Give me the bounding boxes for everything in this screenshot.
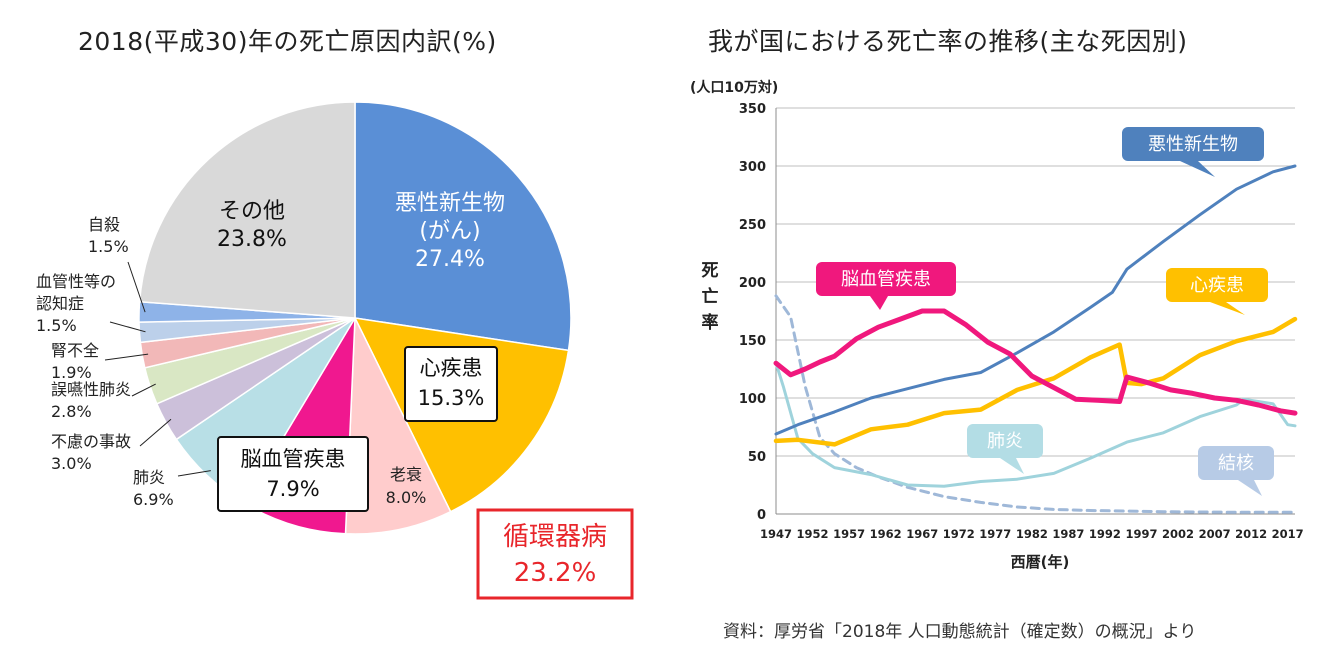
pie-leader-5: [139, 418, 172, 447]
pie-label-value-10: 23.8%: [217, 227, 287, 252]
pie-label-name-3: 脳血管疾患: [241, 447, 346, 471]
x-tick-1962: 1962: [870, 527, 902, 541]
y-axis-label-2: 率: [702, 312, 719, 333]
callout-box-4: [1198, 446, 1274, 480]
circulatory-group-value: 23.2%: [514, 558, 597, 588]
x-tick-1952: 1952: [797, 527, 829, 541]
x-tick-2002: 2002: [1162, 527, 1194, 541]
pie-label-sub-0: (がん): [419, 219, 480, 244]
y-tick-150: 150: [739, 334, 766, 349]
pie-label-name-7: 腎不全: [51, 341, 99, 360]
pie-label-name-1: 心疾患: [420, 356, 483, 380]
pie-slice-2: [344, 317, 452, 535]
callout-text-3: 肺炎: [987, 431, 1023, 452]
x-tick-2007: 2007: [1199, 527, 1231, 541]
pie-leader-6: [131, 383, 156, 397]
pie-slice-10: [138, 101, 356, 319]
x-tick-1997: 1997: [1125, 527, 1157, 541]
series-line-2: [773, 308, 1298, 416]
x-axis-label: 西暦(年): [1011, 553, 1070, 571]
source-note: 資料：厚労省「2018年 人口動態統計（確定数）の概況」より: [723, 622, 1197, 642]
pie-slice-0: [354, 101, 572, 352]
callout-text-0: 悪性新生物: [1148, 134, 1238, 155]
pie-label-name-0: 悪性新生物: [395, 191, 505, 216]
x-tick-1992: 1992: [1089, 527, 1121, 541]
y-tick-50: 50: [748, 450, 766, 465]
callout-text-4: 結核: [1218, 453, 1254, 474]
pie-label-value-0: 27.4%: [415, 247, 485, 272]
callout-text-2: 心疾患: [1190, 275, 1244, 296]
callout-box-2: [1166, 268, 1268, 302]
y-tick-200: 200: [739, 276, 766, 291]
x-tick-1967: 1967: [906, 527, 938, 541]
x-tick-1987: 1987: [1052, 527, 1084, 541]
y-tick-100: 100: [739, 392, 766, 407]
pie-label-value-8: 1.5%: [36, 316, 77, 335]
series-line-1: [773, 316, 1298, 447]
pie-label-name-8: 血管性等の: [36, 272, 116, 291]
callout-box-1: [816, 262, 956, 296]
pie-label-name-10: その他: [219, 199, 285, 224]
pie-label-box-3: [217, 436, 369, 512]
x-tick-1972: 1972: [943, 527, 975, 541]
pie-label-value-3: 7.9%: [266, 477, 319, 501]
pie-label-value-5: 3.0%: [51, 454, 92, 473]
pie-label-name-4: 肺炎: [133, 468, 165, 487]
callout-pointer-3: [1000, 458, 1024, 474]
pie-label-name-5: 不慮の事故: [51, 432, 131, 451]
pie-label-name-2: 老衰: [390, 465, 422, 484]
line-chart-title: 我が国における死亡率の推移(主な死因別): [708, 27, 1188, 56]
pie-leader-9: [127, 261, 146, 313]
pie-label-box-1: [404, 346, 498, 422]
x-tick-1957: 1957: [833, 527, 865, 541]
pie-leader-7: [104, 353, 149, 361]
pie-label-value-9: 1.5%: [88, 237, 129, 256]
x-tick-1982: 1982: [1016, 527, 1048, 541]
pie-label-value-1: 15.3%: [418, 386, 485, 410]
x-tick-1977: 1977: [979, 527, 1011, 541]
y-tick-350: 350: [739, 102, 766, 117]
y-tick-0: 0: [757, 508, 766, 523]
y-axis-label-0: 死: [702, 261, 719, 281]
y-tick-250: 250: [739, 218, 766, 233]
callout-pointer-0: [1180, 161, 1215, 177]
circulatory-group-name: 循環器病: [503, 522, 607, 552]
callout-pointer-2: [1210, 302, 1245, 315]
pie-leader-8: [109, 321, 146, 333]
y-axis-label-1: 亡: [702, 286, 719, 307]
circulatory-group-box: [476, 508, 634, 600]
y-tick-300: 300: [739, 160, 766, 175]
pie-label-name-8-1: 認知症: [36, 294, 84, 313]
callout-box-0: [1122, 127, 1264, 161]
pie-label-name-9: 自殺: [88, 215, 120, 234]
series-line-4: [774, 294, 1297, 514]
callout-pointer-4: [1238, 480, 1262, 496]
x-tick-1947: 1947: [760, 527, 792, 541]
callout-text-1: 脳血管疾患: [841, 269, 931, 290]
pie-chart-title: 2018(平成30)年の死亡原因内訳(%): [78, 27, 497, 56]
pie-label-name-6: 誤嚥性肺炎: [51, 380, 131, 399]
x-tick-2012: 2012: [1235, 527, 1267, 541]
pie-label-value-7: 1.9%: [51, 363, 92, 382]
pie-label-value-6: 2.8%: [51, 402, 92, 421]
pie-label-value-4: 6.9%: [133, 490, 174, 509]
callout-box-3: [967, 424, 1043, 458]
pie-leader-4: [177, 470, 211, 477]
callout-pointer-1: [870, 296, 888, 310]
y-unit-label: (人口10万対): [690, 79, 778, 96]
pie-label-value-2: 8.0%: [386, 488, 427, 507]
series-line-0: [774, 164, 1297, 436]
x-tick-2017: 2017: [1272, 527, 1304, 541]
